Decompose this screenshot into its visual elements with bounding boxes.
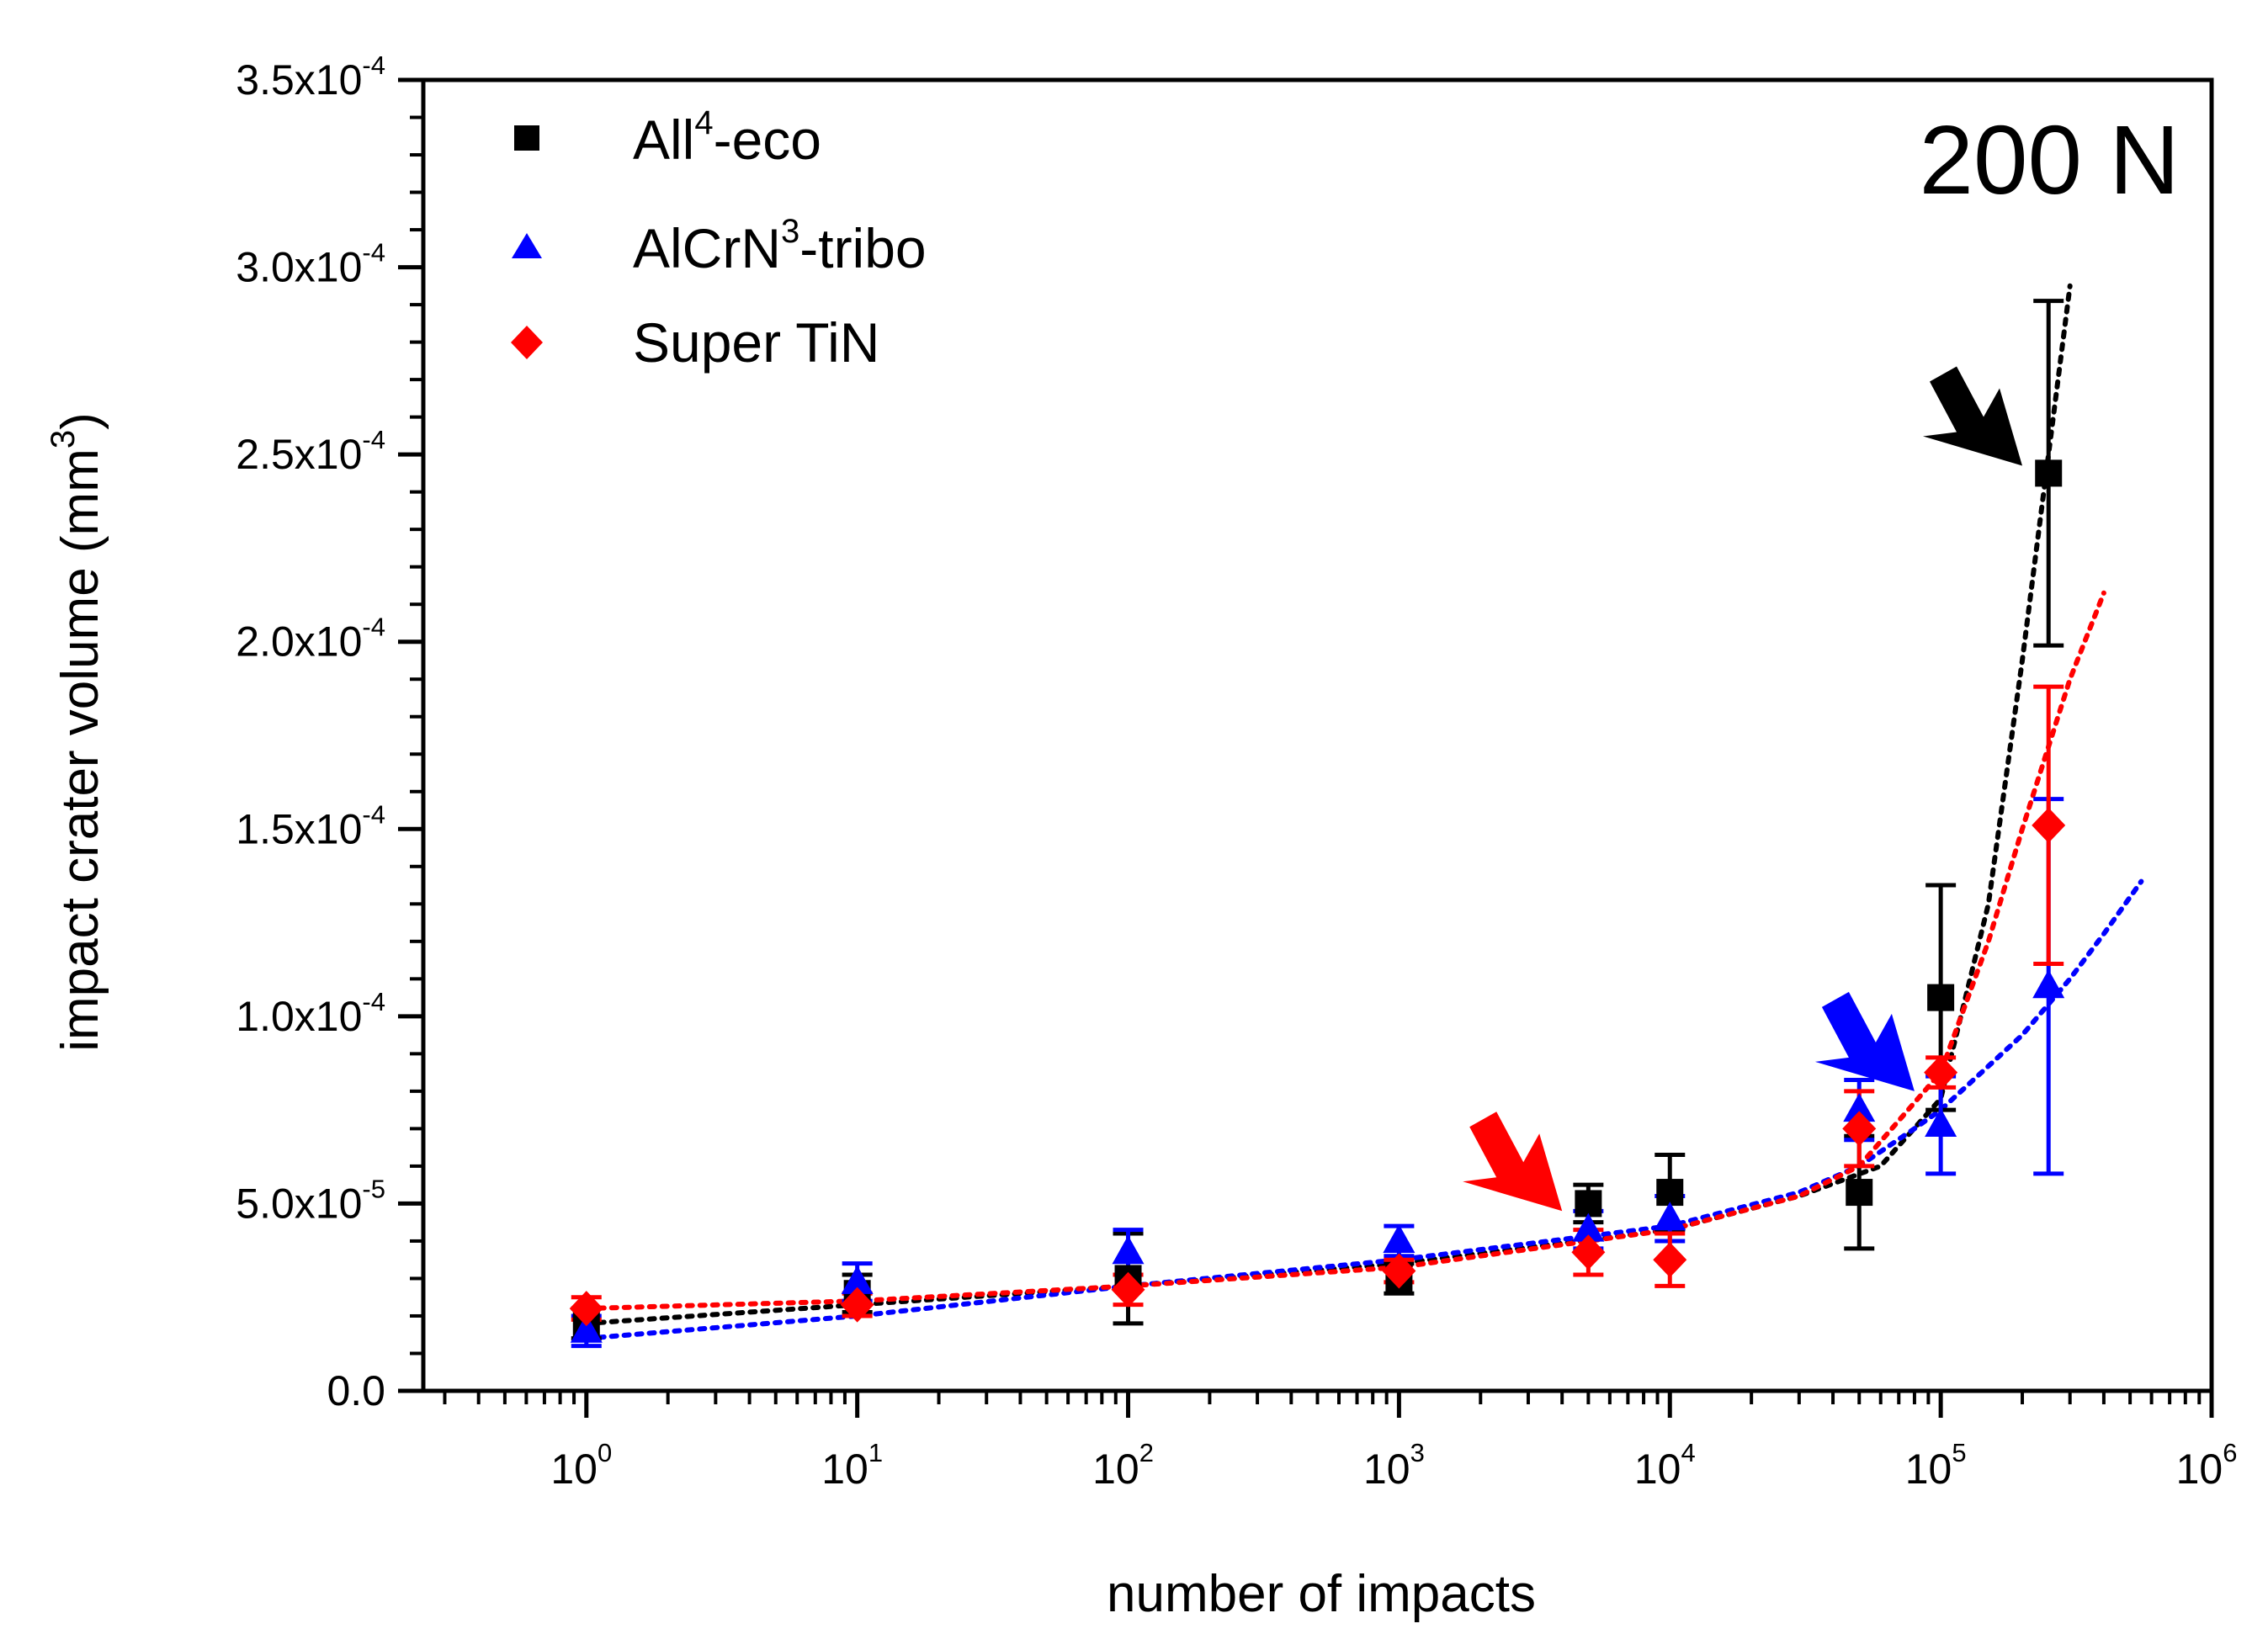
data-point-triangle — [1654, 1202, 1686, 1231]
annotation-arrows — [1463, 366, 2022, 1212]
legend-label: All4-eco — [633, 104, 821, 171]
data-point-triangle — [1383, 1223, 1416, 1253]
load-annotation: 200 N — [1919, 105, 2180, 215]
data-point-diamond — [2032, 807, 2066, 843]
pointer-arrow-2 — [1463, 1111, 1563, 1212]
legend-item-all4-eco: All4-eco — [514, 104, 821, 171]
pointer-arrow-1 — [1814, 991, 1915, 1091]
data-point-diamond — [1111, 1271, 1145, 1308]
data-point-square — [1927, 984, 1955, 1011]
y-tick-label: 1.5x10-4 — [236, 799, 385, 852]
data-point-diamond — [1382, 1253, 1416, 1289]
y-tick-label: 5.0x10-5 — [236, 1174, 385, 1227]
x-tick-label: 102 — [1092, 1438, 1154, 1493]
x-tick-label: 104 — [1634, 1438, 1696, 1493]
data-point-triangle — [570, 1313, 603, 1343]
y-tick-label: 0.0 — [327, 1367, 385, 1414]
legend-square-marker — [514, 125, 539, 151]
y-axis-title: impact crater volume (mm3) — [45, 412, 109, 1051]
fit-line-series-2 — [583, 590, 2106, 1312]
legend-triangle-marker — [512, 233, 542, 258]
data-point-triangle — [2032, 969, 2065, 999]
y-tick-label: 1.0x10-4 — [236, 987, 385, 1040]
x-ticks: 100 101 102 103 104 105 106 — [443, 1391, 2238, 1493]
legend-label: Super TiN — [633, 311, 879, 374]
legend-diamond-marker — [511, 326, 543, 359]
error-bars — [571, 299, 2064, 1349]
data-point-diamond — [1653, 1242, 1687, 1278]
x-tick-label: 101 — [821, 1438, 883, 1493]
y-tick-label: 3.0x10-4 — [236, 238, 385, 291]
legend-item-super-tin: Super TiN — [511, 311, 879, 374]
x-axis-title: number of impacts — [1107, 1565, 1536, 1623]
data-markers — [569, 459, 2066, 1343]
x-tick-label: 100 — [550, 1438, 612, 1493]
x-tick-label: 103 — [1363, 1438, 1425, 1493]
fit-lines — [583, 283, 2144, 1341]
data-point-square — [2035, 459, 2063, 487]
data-point-triangle — [1843, 1093, 1876, 1122]
x-tick-label: 105 — [1905, 1438, 1967, 1493]
data-point-triangle — [1925, 1107, 1957, 1137]
y-ticks: 0.0 5.0x10-5 1.0x10-4 1.5x10-4 2.0x10-4 2.5x1… — [236, 50, 423, 1414]
legend: All4-eco AlCrN3-tribo Super TiN — [511, 104, 927, 374]
y-tick-label: 2.0x10-4 — [236, 613, 385, 666]
legend-label: AlCrN3-tribo — [633, 213, 927, 279]
legend-item-alcrn3-tribo: AlCrN3-tribo — [512, 213, 927, 279]
data-point-square — [1575, 1190, 1602, 1218]
y-tick-label: 2.5x10-4 — [236, 425, 385, 478]
data-point-diamond — [1842, 1111, 1877, 1147]
x-tick-label: 106 — [2176, 1438, 2238, 1493]
data-point-square — [1656, 1179, 1684, 1207]
data-point-diamond — [569, 1291, 603, 1327]
data-point-diamond — [1924, 1054, 1958, 1090]
y-tick-label: 3.5x10-4 — [236, 50, 385, 103]
data-point-diamond — [1571, 1234, 1606, 1271]
data-point-triangle — [841, 1265, 874, 1294]
data-point-triangle — [1572, 1212, 1605, 1242]
data-point-square — [1846, 1179, 1873, 1207]
pointer-arrow-0 — [1923, 366, 2022, 466]
data-point-triangle — [1112, 1235, 1145, 1265]
data-point-diamond — [840, 1287, 874, 1323]
